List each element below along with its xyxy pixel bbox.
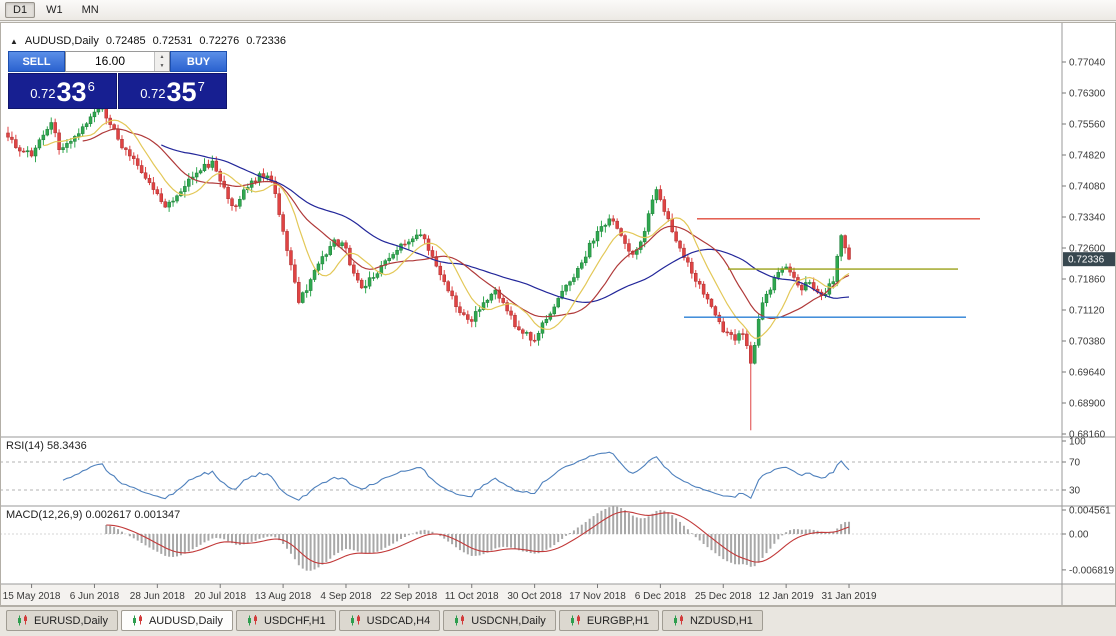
candles-layer xyxy=(6,102,851,431)
svg-text:15 May 2018: 15 May 2018 xyxy=(3,591,61,602)
svg-text:22 Sep 2018: 22 Sep 2018 xyxy=(381,591,438,602)
volume-spinner[interactable]: 16.00 ▲ ▼ xyxy=(65,51,170,72)
svg-text:0.72336: 0.72336 xyxy=(1068,255,1105,266)
chart-canvas[interactable]: 0.77040 0.76300 0.75560 0.74820 0.74080 0.733… xyxy=(0,22,1116,606)
svg-text:28 Jun 2018: 28 Jun 2018 xyxy=(130,591,185,602)
svg-text:25 Dec 2018: 25 Dec 2018 xyxy=(695,591,752,602)
candlestick-icon xyxy=(247,615,257,626)
ohlc-open: 0.72485 xyxy=(105,35,146,47)
chart-region: 0.77040 0.76300 0.75560 0.74820 0.74080 0.733… xyxy=(0,22,1116,606)
sell-button[interactable]: SELL xyxy=(8,51,65,72)
svg-text:100: 100 xyxy=(1069,437,1086,448)
svg-text:20 Jul 2018: 20 Jul 2018 xyxy=(194,591,246,602)
svg-text:70: 70 xyxy=(1069,458,1081,469)
candlestick-icon xyxy=(350,615,360,626)
ohlc-close: 0.72336 xyxy=(246,35,286,47)
rsi-layer xyxy=(0,451,1062,501)
sell-price-pip: 6 xyxy=(87,79,95,94)
timeframe-buttons: D1 W1 MN xyxy=(5,2,110,18)
svg-text:6 Jun 2018: 6 Jun 2018 xyxy=(70,591,120,602)
tab-label: EURGBP,H1 xyxy=(586,614,649,627)
chart-tab-audusd-daily[interactable]: AUDUSD,Daily xyxy=(120,610,233,631)
volume-up-icon[interactable]: ▲ xyxy=(155,52,169,62)
chart-tab-eurgbp-h1[interactable]: EURGBP,H1 xyxy=(558,610,659,631)
trade-prices-row: 0.72 33 6 0.72 35 7 xyxy=(8,73,227,109)
ohlc-high: 0.72531 xyxy=(152,35,193,47)
buy-price-prefix: 0.72 xyxy=(140,86,166,101)
svg-text:0.00: 0.00 xyxy=(1069,530,1089,541)
svg-text:12 Jan 2019: 12 Jan 2019 xyxy=(759,591,814,602)
svg-text:11 Oct 2018: 11 Oct 2018 xyxy=(445,591,499,602)
sell-price-prefix: 0.72 xyxy=(30,86,56,101)
svg-text:31 Jan 2019: 31 Jan 2019 xyxy=(821,591,876,602)
chart-tab-eurusd-daily[interactable]: EURUSD,Daily xyxy=(6,610,118,631)
svg-text:30 Oct 2018: 30 Oct 2018 xyxy=(507,591,562,602)
time-axis[interactable]: 15 May 2018 6 Jun 2018 28 Jun 2018 20 Jul 2… xyxy=(3,584,877,602)
macd-layer xyxy=(0,506,1062,571)
svg-text:0.77040: 0.77040 xyxy=(1069,58,1106,69)
svg-text:0.72600: 0.72600 xyxy=(1069,244,1106,255)
svg-text:0.68900: 0.68900 xyxy=(1069,399,1106,410)
ohlc-low: 0.72276 xyxy=(199,35,240,47)
rsi-label: RSI(14) 58.3436 xyxy=(6,440,87,452)
chart-tab-usdchf-h1[interactable]: USDCHF,H1 xyxy=(235,610,336,631)
symbol-name: AUDUSD,Daily xyxy=(24,35,99,47)
chart-tab-nzdusd-h1[interactable]: NZDUSD,H1 xyxy=(661,610,763,631)
chart-tab-usdcnh-daily[interactable]: USDCNH,Daily xyxy=(443,610,556,631)
svg-text:0.73340: 0.73340 xyxy=(1069,213,1106,224)
buy-price-pip: 7 xyxy=(197,79,205,94)
candlestick-icon xyxy=(570,615,580,626)
chart-tab-usdcad-h4[interactable]: USDCAD,H4 xyxy=(338,610,441,631)
candlestick-icon xyxy=(18,615,27,626)
timeframe-mn[interactable]: MN xyxy=(81,4,99,16)
svg-text:0.74820: 0.74820 xyxy=(1069,151,1106,162)
macd-label: MACD(12,26,9) 0.002617 0.001347 xyxy=(6,509,181,521)
timeframe-w1[interactable]: W1 xyxy=(46,4,63,16)
volume-value[interactable]: 16.00 xyxy=(94,54,126,68)
buy-price-big: 35 xyxy=(166,77,197,107)
candlestick-icon xyxy=(132,615,142,626)
sell-price-box[interactable]: 0.72 33 6 xyxy=(8,73,117,109)
price-axis[interactable]: 0.77040 0.76300 0.75560 0.74820 0.74080 0.733… xyxy=(1062,58,1114,577)
svg-text:4 Sep 2018: 4 Sep 2018 xyxy=(320,591,372,602)
timeframe-toolbar: D1 W1 MN xyxy=(0,0,1116,21)
oneclick-collapse-icon[interactable]: ▲ xyxy=(10,36,18,46)
timeframe-d1[interactable]: D1 xyxy=(5,2,36,18)
svg-text:0.68160: 0.68160 xyxy=(1069,430,1106,441)
svg-text:0.69640: 0.69640 xyxy=(1069,368,1106,379)
tab-label: AUDUSD,Daily xyxy=(148,614,223,627)
volume-down-icon[interactable]: ▼ xyxy=(155,61,169,71)
svg-text:0.74080: 0.74080 xyxy=(1069,182,1106,193)
tab-label: USDCNH,Daily xyxy=(471,614,546,627)
svg-text:0.71860: 0.71860 xyxy=(1069,275,1106,286)
chart-tabbar: EURUSD,Daily AUDUSD,Daily USDCHF,H1 USDCAD,… xyxy=(0,606,1116,636)
svg-text:13 Aug 2018: 13 Aug 2018 xyxy=(255,591,312,602)
candlestick-icon xyxy=(673,615,683,626)
sell-price-big: 33 xyxy=(56,77,87,107)
svg-text:0.76300: 0.76300 xyxy=(1069,89,1106,100)
svg-text:0.75560: 0.75560 xyxy=(1069,120,1106,131)
svg-text:0.70380: 0.70380 xyxy=(1069,337,1106,348)
svg-text:6 Dec 2018: 6 Dec 2018 xyxy=(635,591,687,602)
one-click-trading-panel: SELL 16.00 ▲ ▼ BUY 0.72 33 6 0.72 xyxy=(8,51,227,109)
tab-label: USDCHF,H1 xyxy=(263,614,326,627)
tab-label: USDCAD,H4 xyxy=(366,614,431,627)
trade-controls-row: SELL 16.00 ▲ ▼ BUY xyxy=(8,51,227,72)
tab-label: EURUSD,Daily xyxy=(34,614,108,627)
svg-text:-0.006819: -0.006819 xyxy=(1069,565,1114,576)
chart-symbol-ohlc: ▲ AUDUSD,Daily 0.72485 0.72531 0.72276 0… xyxy=(10,35,286,47)
svg-text:0.71120: 0.71120 xyxy=(1069,306,1105,317)
svg-text:0.004561: 0.004561 xyxy=(1069,505,1111,516)
candlestick-icon xyxy=(455,615,465,626)
buy-button[interactable]: BUY xyxy=(170,51,227,72)
tab-label: NZDUSD,H1 xyxy=(689,614,753,627)
current-price-tag: 0.72336 xyxy=(1063,252,1115,267)
buy-price-box[interactable]: 0.72 35 7 xyxy=(118,73,227,109)
volume-spin-buttons: ▲ ▼ xyxy=(154,52,169,71)
svg-text:17 Nov 2018: 17 Nov 2018 xyxy=(569,591,626,602)
svg-text:30: 30 xyxy=(1069,486,1081,497)
